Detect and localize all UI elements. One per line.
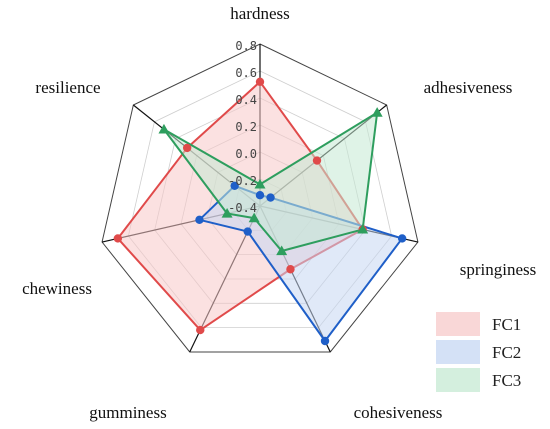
data-point-fc3 [248,212,260,223]
axis-label-adhesiveness: adhesiveness [424,78,513,97]
data-point-fc3 [254,178,266,189]
series-area-fc3 [163,112,378,252]
data-point-fc2 [243,227,252,236]
data-point-fc2 [397,234,407,243]
data-point-fc1 [196,325,205,335]
legend: FC1 FC2 FC3 [436,312,521,392]
radar-series [116,80,404,343]
radar-markers [113,77,407,346]
tick-label: 0.2 [235,120,257,134]
legend-label-fc1: FC1 [492,315,521,334]
series-line-fc3 [162,111,379,253]
data-point-fc3 [158,123,170,134]
data-point-fc1 [182,143,192,153]
legend-label-fc2: FC2 [492,343,521,362]
legend-swatch-fc2 [436,340,480,364]
radar-axis-labels: hardness adhesiveness springiness cohesiven… [22,4,536,422]
radar-tick-labels: 0.8 0.6 0.4 0.2 0.0 -0.2 -0.4 [228,39,257,215]
data-point-fc1 [312,156,322,165]
data-point-fc3 [221,208,233,218]
tick-label: 0.8 [235,39,257,53]
data-point-fc1 [113,234,123,243]
tick-label: 0.4 [235,93,257,107]
data-point-fc1 [255,77,265,87]
legend-swatch-fc1 [436,312,480,336]
axis-label-springiness: springiness [460,260,537,279]
tick-label: -0.4 [228,201,257,215]
data-point-fc3 [371,107,383,117]
radar-outer-ring [101,43,419,353]
data-point-fc2 [195,215,204,225]
legend-swatch-fc3 [436,368,480,392]
data-point-fc2 [230,181,239,190]
axis-label-resilience: resilience [35,78,100,97]
data-point-fc2 [266,193,275,202]
data-point-fc2 [255,191,265,200]
axis-label-hardness: hardness [230,4,289,23]
tick-label: 0.6 [235,66,257,80]
data-point-fc1 [286,265,295,274]
axis-label-gumminess: gumminess [89,403,166,422]
axis-label-chewiness: chewiness [22,279,92,298]
legend-label-fc3: FC3 [492,371,521,390]
tick-label: -0.2 [228,174,257,188]
tick-label: 0.0 [235,147,257,161]
data-point-fc3 [357,223,369,234]
axis-label-cohesiveness: cohesiveness [354,403,443,422]
data-point-fc3 [276,245,288,256]
data-point-fc2 [320,336,330,346]
